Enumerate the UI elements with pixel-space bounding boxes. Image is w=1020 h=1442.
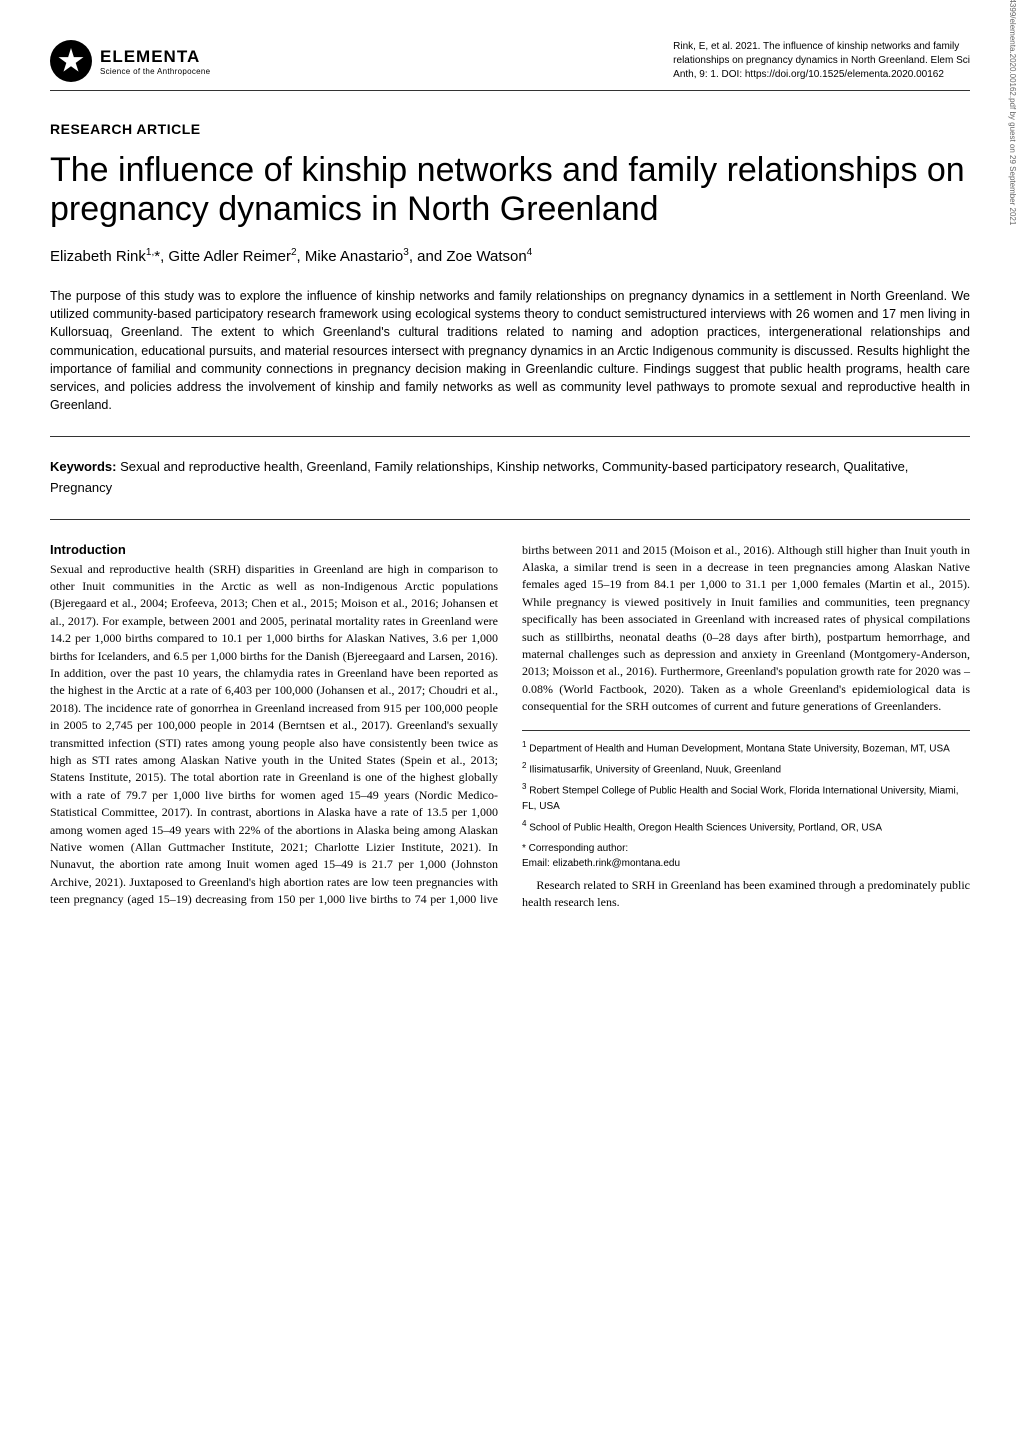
- footnotes-block: 1 Department of Health and Human Develop…: [522, 730, 970, 871]
- journal-subtitle: Science of the Anthropocene: [100, 67, 210, 76]
- logo-block: ELEMENTA Science of the Anthropocene: [50, 40, 210, 82]
- download-watermark: Downloaded from http://online.ucpress.ed…: [1008, 0, 1017, 225]
- citation-block: Rink, E, et al. 2021. The influence of k…: [673, 40, 970, 82]
- author-name: Zoe Watson: [446, 248, 526, 265]
- authors-line: Elizabeth Rink1,*, Gitte Adler Reimer2, …: [50, 247, 970, 265]
- page-container: ELEMENTA Science of the Anthropocene Rin…: [0, 0, 1020, 942]
- body-paragraph: Research related to SRH in Greenland has…: [522, 877, 970, 912]
- corresponding-email: elizabeth.rink@montana.edu: [553, 858, 680, 869]
- author-affiliation-ref: 4: [527, 247, 533, 258]
- journal-name: ELEMENTA: [100, 47, 210, 67]
- corresponding-label: * Corresponding author:: [522, 841, 970, 856]
- corresponding-email-line: Email: elizabeth.rink@montana.edu: [522, 856, 970, 871]
- affiliation-footnote: 3 Robert Stempel College of Public Healt…: [522, 781, 970, 813]
- affiliation-footnote: 4 School of Public Health, Oregon Health…: [522, 818, 970, 835]
- article-type: RESEARCH ARTICLE: [50, 121, 970, 137]
- two-column-body: Introduction Sexual and reproductive hea…: [50, 542, 970, 912]
- author-affiliation-ref: 1,: [146, 247, 154, 258]
- article-title: The influence of kinship networks and fa…: [50, 151, 970, 229]
- header-row: ELEMENTA Science of the Anthropocene Rin…: [50, 40, 970, 91]
- abstract: The purpose of this study was to explore…: [50, 287, 970, 414]
- keywords-label: Keywords:: [50, 459, 116, 474]
- citation-line: Rink, E, et al. 2021. The influence of k…: [673, 40, 970, 54]
- corresponding-author-block: * Corresponding author: Email: elizabeth…: [522, 841, 970, 871]
- elementa-logo-icon: [50, 40, 92, 82]
- author-name: Elizabeth Rink: [50, 248, 146, 265]
- author-name: Mike Anastario: [305, 248, 403, 265]
- affiliation-footnote: 1 Department of Health and Human Develop…: [522, 739, 970, 756]
- affiliation-footnote: 2 Ilisimatusarfik, University of Greenla…: [522, 760, 970, 777]
- section-heading: Introduction: [50, 542, 498, 557]
- keywords-text: Sexual and reproductive health, Greenlan…: [50, 459, 908, 495]
- author-separator: ,: [297, 248, 305, 265]
- citation-line: Anth, 9: 1. DOI: https://doi.org/10.1525…: [673, 68, 970, 82]
- divider: [50, 436, 970, 437]
- citation-line: relationships on pregnancy dynamics in N…: [673, 54, 970, 68]
- logo-text-block: ELEMENTA Science of the Anthropocene: [100, 47, 210, 76]
- author-name: Gitte Adler Reimer: [168, 248, 291, 265]
- author-separator: , and: [409, 248, 447, 265]
- divider: [50, 519, 970, 520]
- keywords-block: Keywords: Sexual and reproductive health…: [50, 457, 970, 499]
